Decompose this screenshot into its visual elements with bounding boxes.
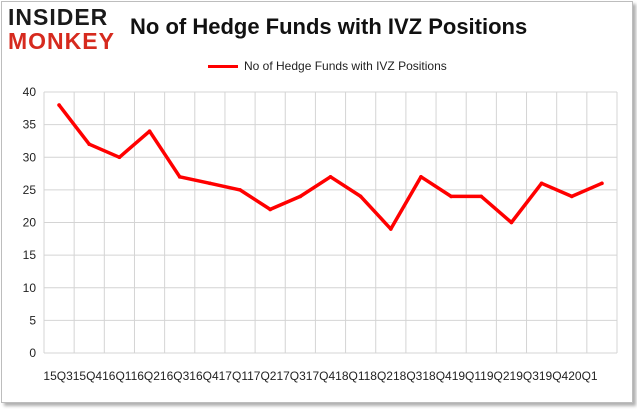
data-point-16Q1 [117, 155, 122, 160]
y-tick-label-20: 20 [23, 216, 37, 230]
data-point-18Q1 [358, 194, 363, 199]
data-point-17Q1 [238, 188, 242, 192]
data-point-15Q4 [87, 142, 92, 146]
logo-line-2: MONKEY [8, 28, 115, 54]
data-point-17Q3 [298, 194, 303, 199]
data-point-17Q4 [328, 175, 333, 179]
data-point-18Q4 [449, 194, 453, 199]
y-tick-label-5: 5 [29, 313, 36, 327]
y-tick-label-30: 30 [23, 150, 37, 164]
data-point-15Q3 [57, 103, 61, 107]
series-line-0 [57, 103, 604, 231]
y-tick-label-35: 35 [23, 118, 37, 132]
y-tick-label-10: 10 [23, 281, 37, 295]
data-point-16Q3 [177, 175, 182, 179]
data-point-16Q4 [208, 181, 212, 186]
line-chart: 0 5 10 15 20 25 30 35 40 15Q315Q416Q116Q216Q316Q4… [23, 85, 618, 383]
data-point-19Q4 [569, 194, 574, 199]
insider-monkey-logo: INSIDER MONKEY [8, 6, 115, 53]
data-point-16Q2 [147, 129, 152, 133]
data-point-19Q1 [479, 194, 484, 199]
y-tick-label-25: 25 [23, 183, 37, 197]
data-point-20Q1 [600, 181, 604, 186]
data-point-18Q2 [389, 227, 393, 231]
data-point-17Q2 [268, 207, 272, 212]
y-tick-label-40: 40 [23, 85, 37, 99]
chart-title: No of Hedge Funds with IVZ Positions [130, 14, 528, 39]
y-tick-label-15: 15 [23, 248, 37, 262]
legend-swatch [208, 64, 238, 68]
y-tick-label-0: 0 [29, 346, 36, 360]
data-point-18Q3 [419, 175, 423, 179]
legend-label: No of Hedge Funds with IVZ Positions [244, 59, 447, 73]
x-axis-tick-labels: 15Q315Q416Q116Q216Q316Q417Q117Q217Q317Q4… [43, 369, 598, 383]
data-point-19Q2 [509, 220, 514, 225]
chart-legend: No of Hedge Funds with IVZ Positions [208, 59, 447, 73]
chart-frame: INSIDER MONKEY No of Hedge Funds with IV… [1, 1, 633, 403]
data-point-19Q3 [539, 181, 544, 186]
logo-line-1: INSIDER [8, 4, 109, 30]
